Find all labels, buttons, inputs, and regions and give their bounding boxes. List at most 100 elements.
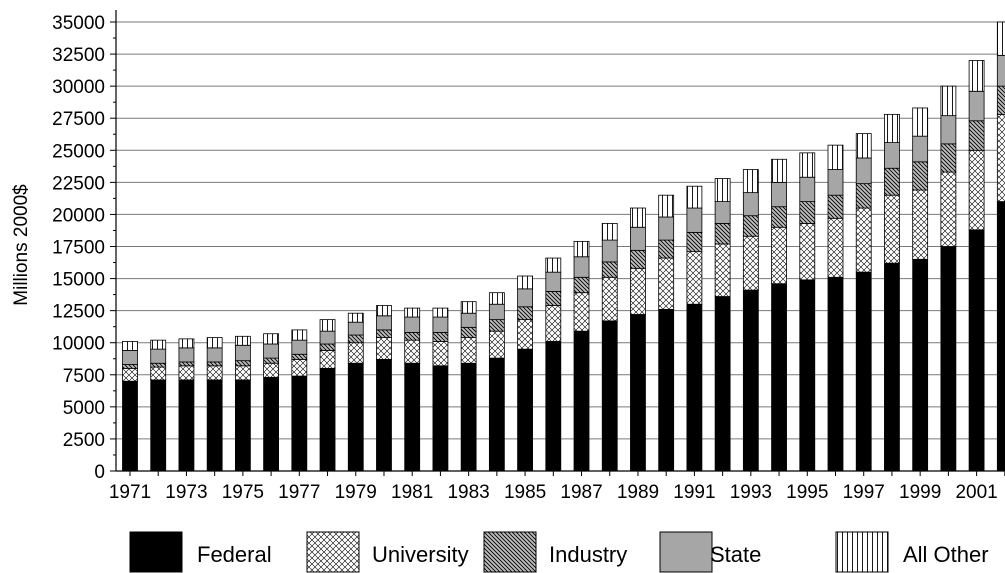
bar-industry-1975 [234,360,251,367]
legend-swatch-all-other [835,531,889,573]
bar-industry-2001 [968,120,985,151]
bar-federal-1995 [799,279,816,472]
bar-all-other-1983 [460,301,477,314]
legend: Federal University Industry State All Other [129,531,989,573]
bar-federal-1979 [347,362,364,472]
x-tick-label: 1973 [165,482,207,503]
legend-label-all-other: All Other [903,542,989,567]
bar-all-other-1990 [658,194,675,218]
y-axis-title: Millions 2000$ [11,184,32,306]
y-tick-label: 35000 [52,13,105,34]
bar-all-other-1978 [319,319,336,332]
bar-state-1981 [404,316,421,333]
bar-federal-1989 [630,314,646,472]
bar-all-other-1981 [404,307,421,318]
bar-all-other-1985 [517,275,533,290]
bar-university-1999 [912,189,929,260]
y-tick-label: 15000 [52,270,105,291]
bar-industry-1989 [630,249,646,269]
bar-industry-1982 [432,332,449,342]
bar-federal-1978 [319,367,336,472]
x-tick-label: 1979 [335,482,377,503]
y-tick-label: 17500 [52,238,105,259]
bar-state-1991 [686,207,703,233]
bar-state-1977 [291,339,308,355]
bar-federal-1990 [658,308,675,472]
bar-federal-2000 [940,246,957,472]
bar-federal-1975 [234,379,251,472]
bar-university-1981 [404,339,421,364]
legend-label-industry: Industry [549,542,627,567]
bar-federal-1971 [122,380,138,472]
bar-all-other-1973 [178,338,195,349]
x-tick-label: 1985 [504,482,546,503]
bar-state-1988 [601,239,618,263]
bar-state-1979 [347,321,364,336]
bar-state-1984 [488,303,505,321]
bar-university-1998 [884,194,900,264]
bar-university-1989 [630,267,646,315]
bar-university-2002 [996,113,1005,203]
y-tick-label: 22500 [52,173,105,194]
bar-university-1977 [291,358,308,377]
bar-industry-1985 [517,306,533,321]
bar-federal-1984 [488,357,505,472]
y-tick-label: 12500 [52,302,105,323]
bar-university-1991 [686,251,703,305]
y-axis-ticks: 0 2500 5000 7500 10000 12500 15000 17500 20000 22… [52,13,116,483]
bar-all-other-1999 [912,107,929,137]
bar-industry-1994 [771,206,787,228]
bar-state-1973 [178,347,195,363]
bar-all-other-1996 [827,144,844,170]
x-tick-label: 2001 [955,482,997,503]
bar-state-1971 [122,350,138,365]
bar-federal-1973 [178,379,195,472]
bar-industry-1971 [122,364,138,369]
bar-all-other-1993 [742,169,759,194]
bar-all-other-1989 [630,207,646,228]
bar-university-1976 [263,362,280,378]
bar-university-1985 [517,319,533,350]
bar-industry-1977 [291,353,308,360]
bar-industry-1995 [799,201,816,224]
bar-industry-1988 [601,261,618,278]
bar-state-1976 [263,343,280,359]
bar-all-other-1974 [206,337,223,349]
y-tick-label: 27500 [52,109,105,130]
bar-all-other-2000 [940,85,957,117]
x-tick-label: 1981 [391,482,433,503]
bar-industry-1984 [488,319,505,332]
bar-federal-1986 [545,341,562,472]
bar-all-other-1992 [714,178,731,202]
bar-federal-2002 [996,201,1005,472]
y-tick-label: 25000 [52,141,105,162]
bar-industry-1999 [912,161,929,191]
bar-federal-1992 [714,296,731,472]
bar-state-1992 [714,201,731,224]
x-tick-label: 1991 [673,482,715,503]
bar-university-1973 [178,365,195,381]
bar-industry-1980 [376,329,392,338]
bar-state-1995 [799,176,816,202]
axes [115,10,1005,472]
bar-university-2000 [940,171,957,247]
bar-university-2001 [968,149,985,231]
x-tick-label: 1999 [899,482,941,503]
bar-state-2001 [968,90,985,122]
y-tick-label: 2500 [63,430,105,451]
x-tick-label: 1983 [447,482,489,503]
bar-university-1987 [573,292,590,332]
bar-all-other-1998 [884,113,900,143]
bar-university-1972 [150,366,167,381]
bar-state-1997 [855,157,872,185]
bar-university-1997 [855,207,872,273]
bar-university-1983 [460,337,477,364]
bar-university-1980 [376,337,392,360]
bar-all-other-1976 [263,333,280,345]
bar-all-other-1982 [432,307,449,318]
bar-industry-1987 [573,276,590,294]
y-tick-label: 10000 [52,334,105,355]
bar-federal-1997 [855,271,872,472]
bar-industry-1981 [404,332,421,341]
